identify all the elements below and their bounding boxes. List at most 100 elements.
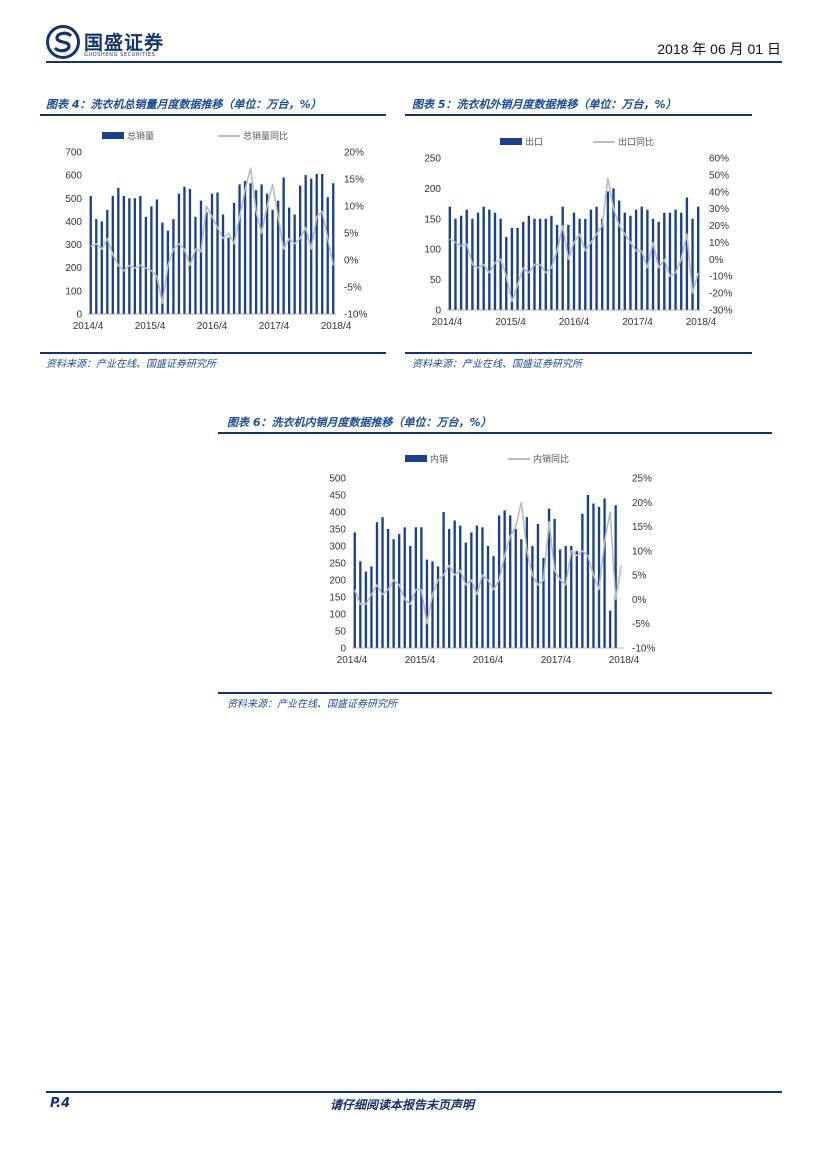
x-tick-2-2: 2016/4: [473, 655, 504, 666]
y-left-tick-0-7: 700: [65, 148, 82, 159]
bar-0-32: [265, 193, 269, 314]
chart-figure-6: 内销 内销同比 0 50 100 150 200 250 300 350 400 450 500 -10%…: [329, 453, 655, 666]
x-tick-0-4: 2018/4: [321, 321, 352, 332]
legend-label-2-bar: 内销: [430, 453, 448, 464]
figure-4-top-rule: [40, 114, 386, 116]
x-tick-1-1: 2015/4: [495, 317, 526, 328]
y-left-tick-0-3: 300: [65, 240, 82, 251]
legend-label-2-line: 内销同比: [533, 453, 569, 464]
bar-1-6: [482, 206, 485, 310]
y-left-tick-1-4: 200: [424, 184, 441, 195]
y-left-tick-0-1: 100: [65, 286, 82, 297]
legend-swatch-1-bar: [500, 138, 522, 145]
bar-1-12: [516, 227, 519, 310]
bar-0-28: [243, 180, 247, 314]
bar-0-14: [166, 230, 170, 314]
chart-figure-4: 总销量 总销量同比 0 100 200 300 400 500 600 700 -10% -5% 0% 5…: [65, 130, 367, 332]
logo-mark-icon: [46, 25, 80, 59]
bar-1-34: [640, 206, 643, 310]
bar-2-38: [564, 546, 567, 648]
y-right-tick-2-6: 20%: [632, 498, 652, 509]
x-tick-2-3: 2017/4: [541, 655, 572, 666]
x-tick-1-0: 2014/4: [432, 317, 463, 328]
bar-0-15: [172, 219, 175, 314]
y-left-tick-2-7: 350: [329, 525, 346, 536]
y-left-tick-2-9: 450: [329, 491, 346, 502]
bar-2-24: [486, 546, 490, 648]
bar-2-41: [581, 513, 584, 648]
legend-label-0-line: 总销量同比: [243, 130, 288, 141]
figure-6-source: 资料来源：产业在线、国盛证券研究所: [227, 699, 397, 710]
bar-2-33: [536, 523, 540, 648]
bar-1-10: [505, 237, 508, 310]
bar-1-3: [465, 209, 468, 310]
bar-1-2: [459, 215, 463, 310]
y-right-tick-0-1: -5%: [344, 283, 362, 294]
bar-0-12: [155, 199, 159, 314]
bar-1-18: [550, 215, 553, 310]
bar-2-30: [520, 539, 523, 648]
bar-1-32: [629, 215, 632, 310]
y-left-tick-0-2: 200: [65, 263, 82, 274]
y-right-tick-1-8: 50%: [709, 170, 729, 181]
bar-1-1: [454, 218, 457, 310]
bar-1-14: [527, 215, 531, 310]
bar-0-41: [315, 173, 318, 314]
figure-5-top-rule: [405, 114, 752, 116]
report-date: 2018 年 06 月 01 日: [657, 41, 781, 57]
y-left-tick-2-10: 500: [329, 474, 346, 485]
bar-0-44: [332, 183, 335, 314]
bar-1-26: [595, 206, 598, 310]
x-tick-0-3: 2017/4: [259, 321, 290, 332]
legend-label-0-bar: 总销量: [127, 130, 154, 141]
bar-0-11: [150, 206, 153, 314]
bar-1-9: [499, 218, 502, 310]
y-right-tick-1-1: -20%: [709, 289, 732, 300]
x-tick-1-4: 2018/4: [686, 317, 717, 328]
figure-6-caption: 图表 6：洗衣机内销月度数据推移（单位：万台，%）: [227, 416, 492, 429]
bar-0-5: [117, 187, 120, 314]
bar-1-31: [623, 212, 626, 310]
bar-2-7: [392, 539, 395, 648]
footer-rule: [46, 1091, 782, 1093]
bar-0-3: [106, 209, 109, 314]
y-right-tick-1-7: 40%: [709, 187, 729, 198]
company-logo: 国盛证券 GUOSHENG SECURITIES: [46, 24, 172, 62]
y-right-tick-0-4: 10%: [344, 202, 364, 213]
bar-1-35: [646, 209, 649, 310]
figure-6-top-rule: [218, 432, 772, 434]
bar-0-13: [161, 222, 164, 314]
bar-2-20: [464, 542, 467, 648]
bar-2-46: [608, 610, 612, 648]
bar-0-27: [238, 184, 241, 314]
bar-1-7: [488, 209, 491, 310]
figure-4-source: 资料来源：产业在线、国盛证券研究所: [46, 359, 216, 370]
bar-1-27: [601, 218, 604, 310]
bar-2-27: [503, 510, 506, 648]
y-right-tick-2-0: -10%: [632, 644, 655, 655]
y-right-tick-1-4: 10%: [709, 238, 729, 249]
bar-0-30: [254, 190, 258, 314]
y-left-tick-1-3: 150: [424, 214, 441, 225]
bar-2-39: [570, 546, 573, 648]
logo-text: 国盛证券: [84, 32, 165, 54]
y-left-tick-0-5: 500: [65, 194, 82, 205]
bar-0-2: [100, 221, 103, 314]
bar-1-44: [696, 206, 700, 310]
y-right-tick-0-0: -10%: [344, 310, 367, 321]
y-right-tick-1-3: 0%: [709, 255, 724, 266]
bar-1-30: [617, 200, 621, 310]
y-right-tick-2-1: -5%: [632, 619, 650, 630]
bar-1-43: [691, 218, 694, 310]
bar-2-16: [442, 512, 445, 648]
bar-0-0: [89, 195, 92, 314]
y-left-tick-2-6: 300: [329, 542, 346, 553]
x-tick-1-2: 2016/4: [559, 317, 590, 328]
bar-2-10: [409, 546, 412, 648]
bar-0-25: [227, 237, 230, 314]
bar-1-24: [584, 218, 587, 310]
bar-2-3: [370, 566, 373, 648]
bar-1-41: [680, 212, 683, 310]
bar-2-29: [514, 529, 517, 648]
header-rule: [46, 61, 782, 63]
